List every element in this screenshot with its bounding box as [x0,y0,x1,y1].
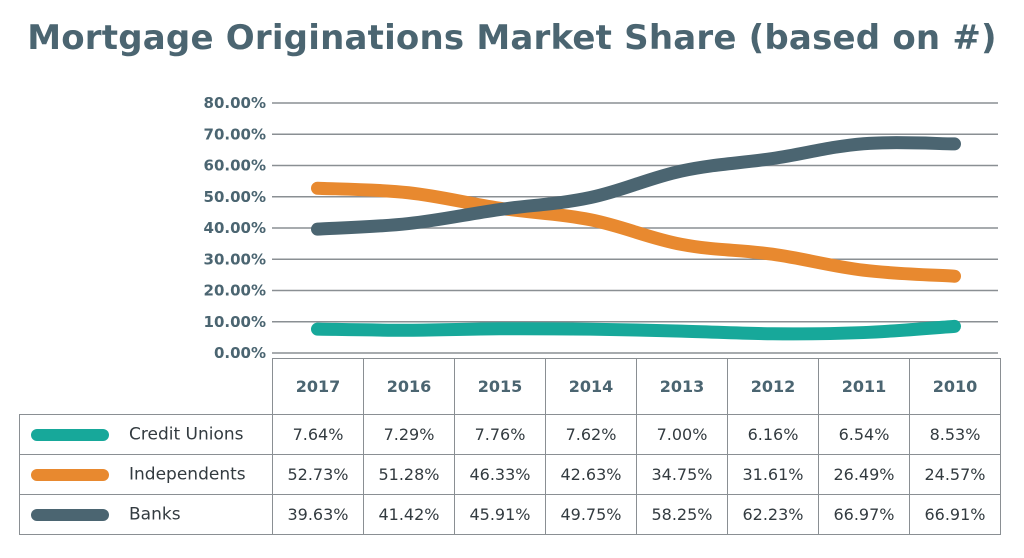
data-label: 7.76% [454,414,546,455]
x-category-label: 2013 [636,358,728,415]
table-corner [19,358,273,415]
x-category-label: 2010 [909,358,1001,415]
y-tick-label: 10.00% [204,313,266,331]
table-row: Credit Unions 7.64% 7.29% 7.76% 7.62% 7.00% 6.… [19,414,1001,455]
chart-title: Mortgage Originations Market Share (base… [27,18,997,58]
legend-label: Credit Unions [129,424,244,445]
y-tick-label: 0.00% [214,344,266,360]
legend-entry: Independents [19,454,273,495]
y-tick-label: 50.00% [204,188,266,206]
y-tick-label: 20.00% [204,282,266,300]
legend-swatch [31,508,109,521]
legend-swatch [31,428,109,441]
data-label: 66.91% [909,494,1001,535]
data-label: 62.23% [727,494,819,535]
data-label: 8.53% [909,414,1001,455]
data-label: 49.75% [545,494,637,535]
line-chart: 80.00% 70.00% 60.00% 50.00% 40.00% 30.00% 20.0… [204,94,998,360]
series-line-independents [311,181,961,283]
y-tick-label: 40.00% [204,219,266,237]
x-category-label: 2017 [272,358,364,415]
data-label: 58.25% [636,494,728,535]
data-label: 39.63% [272,494,364,535]
data-label: 6.16% [727,414,819,455]
x-category-label: 2015 [454,358,546,415]
series-lines [311,136,961,341]
data-label: 52.73% [272,454,364,495]
data-label: 66.97% [818,494,910,535]
data-label: 41.42% [363,494,455,535]
y-tick-label: 60.00% [204,157,266,175]
data-label: 51.28% [363,454,455,495]
x-category-label: 2014 [545,358,637,415]
y-tick-label: 70.00% [204,125,266,143]
x-category-label: 2012 [727,358,819,415]
series-line-credit-unions [311,319,961,341]
table-header-row: 2017 2016 2015 2014 2013 2012 2011 2010 [19,358,1001,415]
data-label: 34.75% [636,454,728,495]
data-label: 46.33% [454,454,546,495]
data-label: 7.62% [545,414,637,455]
y-tick-label: 30.00% [204,250,266,268]
legend-swatch [31,468,109,481]
data-label: 26.49% [818,454,910,495]
data-label: 7.29% [363,414,455,455]
table-row: Independents 52.73% 51.28% 46.33% 42.63% 34.7… [19,454,1001,495]
legend-label: Independents [129,464,246,485]
data-label: 6.54% [818,414,910,455]
data-table: 2017 2016 2015 2014 2013 2012 2011 2010 Credit U… [19,358,1001,535]
legend-label: Banks [129,504,181,525]
data-label: 31.61% [727,454,819,495]
data-label: 24.57% [909,454,1001,495]
y-axis-ticks: 80.00% 70.00% 60.00% 50.00% 40.00% 30.00% 20.0… [204,94,266,360]
data-label: 7.00% [636,414,728,455]
table-row: Banks 39.63% 41.42% 45.91% 49.75% 58.25% 62.23… [19,494,1001,535]
legend-entry: Credit Unions [19,414,273,455]
series-line-banks [311,136,961,236]
data-label: 42.63% [545,454,637,495]
x-category-label: 2011 [818,358,910,415]
data-label: 45.91% [454,494,546,535]
legend-entry: Banks [19,494,273,535]
y-tick-label: 80.00% [204,94,266,112]
data-label: 7.64% [272,414,364,455]
x-category-label: 2016 [363,358,455,415]
